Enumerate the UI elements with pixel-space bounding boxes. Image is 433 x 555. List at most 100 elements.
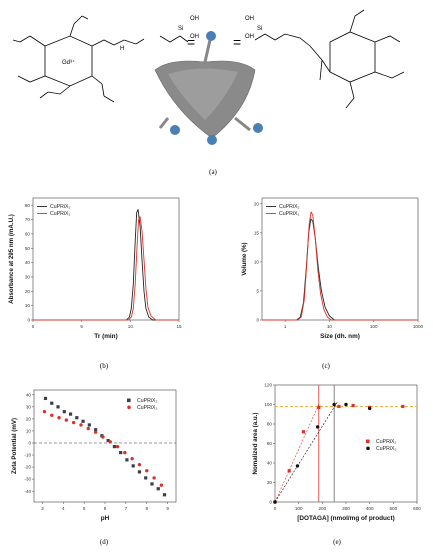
chelate-sphere-icon (253, 123, 263, 133)
data-point (79, 423, 83, 427)
data-point (112, 445, 116, 449)
y-tick-label: 15 (254, 230, 260, 235)
data-point (130, 456, 134, 461)
x-tick-label: 5 (83, 506, 86, 511)
caption-c: (c) (322, 362, 330, 370)
panel-a: Gd³⁺ OH OH Si H = = OH OH (12, 9, 405, 176)
data-point (344, 402, 348, 407)
legend-label: CuPRiX₁ (50, 211, 70, 217)
y-tick-label: 40 (25, 260, 31, 265)
data-point (57, 415, 61, 420)
legend-marker (127, 405, 131, 410)
x-tick-label: 1 (284, 324, 287, 329)
data-point (108, 440, 112, 444)
panel-c-size-distribution: 1 10 100 1000 0 5 10 15 20 Size (dh. nm) Volume (%… (241, 197, 424, 340)
fit-line (274, 404, 320, 503)
data-point (162, 493, 167, 497)
data-point (150, 482, 154, 486)
y-tick-label: 20 (267, 480, 273, 485)
si-label: Si (257, 26, 262, 32)
data-point (115, 444, 120, 449)
y-tick-label: 0 (256, 318, 259, 323)
y-tick-label: 10 (25, 303, 31, 308)
x-tick-label: 10 (128, 324, 134, 329)
y-tick-label: 20 (26, 417, 32, 422)
fit-line (274, 401, 338, 503)
y-tick-label: 20 (25, 289, 31, 294)
x-tick-label: 400 (366, 506, 374, 511)
equals-sign-right: = (233, 34, 241, 50)
legend-marker (127, 398, 131, 403)
x-tick-label: 200 (318, 506, 326, 511)
panel-b-chromatogram: 0 5 10 15 0 10 20 30 40 50 60 70 80 Tr (min) Absorbanc… (8, 197, 182, 340)
x-tick-label: 3 (41, 506, 44, 511)
data-point (81, 419, 85, 423)
x-tick-label: 8 (145, 506, 148, 511)
data-point (42, 409, 47, 414)
data-point (301, 430, 305, 434)
data-point (144, 476, 148, 480)
y-tick-label: 0 (28, 441, 31, 446)
data-point (332, 402, 336, 407)
y-tick-label: 30 (26, 404, 32, 409)
y-axis-label: Zeta Potential (mV) (11, 418, 18, 474)
x-tick-label: 6 (104, 506, 107, 511)
equals-sign-left: = (187, 34, 195, 50)
y-tick-label: -10 (24, 453, 31, 458)
data-point (337, 404, 341, 409)
legend-label: CuPRiX₁ (137, 405, 157, 411)
y-tick-label: 40 (267, 461, 273, 466)
y-tick-label: 10 (26, 429, 32, 434)
data-point (68, 412, 73, 416)
y-tick-label: -30 (24, 477, 31, 482)
x-tick-label: 300 (342, 506, 350, 511)
oh-label: OH (190, 16, 199, 22)
nanoparticle-illustration (154, 31, 263, 145)
data-point (131, 464, 135, 468)
data-point (401, 404, 405, 409)
data-point (56, 405, 60, 409)
data-point (295, 464, 300, 468)
data-point (273, 500, 277, 504)
data-point (351, 403, 355, 408)
x-tick-label: 1000 (413, 324, 424, 329)
data-point (287, 469, 291, 473)
chelate-sphere-icon (206, 31, 216, 41)
y-tick-label: 70 (25, 217, 31, 222)
y-tick-label: 30 (25, 275, 31, 280)
y-tick-label: 80 (25, 203, 31, 208)
y-tick-label: 100 (264, 402, 272, 407)
data-point (86, 426, 90, 431)
data-point (93, 430, 98, 434)
data-point (50, 413, 54, 417)
y-tick-label: 40 (26, 392, 32, 397)
y-axis-label: Nomalized area (a.u.) (252, 413, 259, 475)
data-point (101, 435, 105, 439)
y-axis-label: Volume (%) (241, 242, 248, 275)
x-tick-label: 15 (176, 324, 182, 329)
panel-e-titration: 0 100 200 300 400 500 600 0 20 40 60 80 100 120 [DOTAG… (252, 383, 421, 522)
y-tick-label: 120 (264, 383, 272, 388)
data-point (159, 483, 164, 487)
y-tick-label: 0 (27, 318, 30, 323)
si-label: Si (178, 26, 183, 32)
data-point (64, 418, 69, 422)
y-tick-label: 5 (256, 289, 259, 294)
x-tick-label: 7 (125, 506, 128, 511)
oh-label: OH (245, 34, 254, 40)
chelate-sphere-icon (170, 125, 180, 135)
legend-label: CuPRiX₂ (376, 446, 396, 452)
data-point (50, 401, 54, 405)
x-tick-label: 100 (370, 324, 378, 329)
legend-label: CuPRiX₁ (376, 439, 396, 445)
x-tick-label: 600 (413, 506, 421, 511)
y-axis-label: Absorbance at 295 nm (mA.U.) (8, 214, 15, 304)
chelate-sphere-icon (207, 135, 217, 145)
y-tick-label: 20 (254, 201, 260, 206)
data-point (156, 487, 160, 491)
data-point (315, 425, 320, 429)
data-point (317, 405, 321, 410)
gd-ion-label: Gd³⁺ (62, 59, 75, 66)
x-tick-label: 100 (295, 506, 303, 511)
